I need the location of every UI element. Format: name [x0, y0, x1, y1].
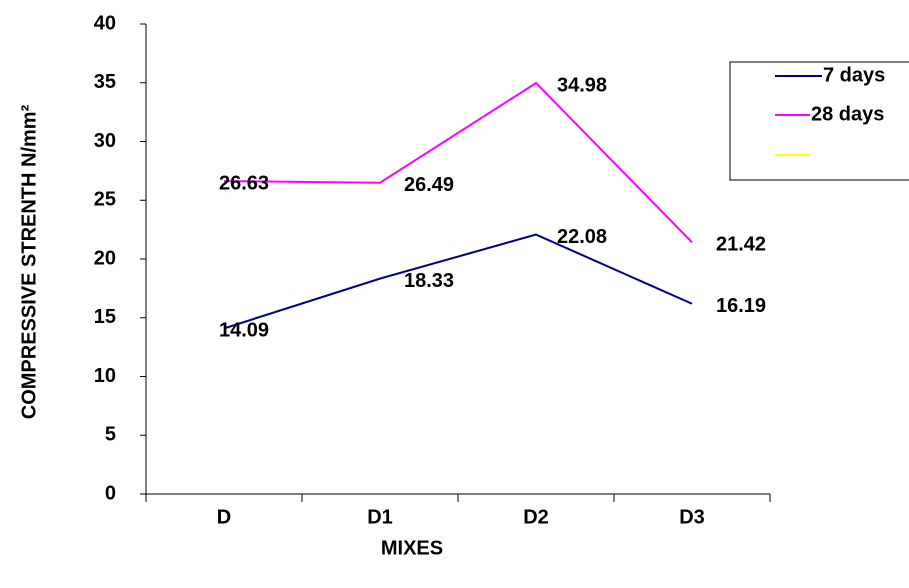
- x-tick-label: D2: [523, 506, 549, 528]
- legend-label: 7 days: [823, 64, 885, 86]
- data-label: 34.98: [557, 74, 607, 96]
- y-tick-label: 10: [94, 365, 116, 387]
- series-line: [223, 81, 693, 244]
- x-tick-label: D3: [679, 506, 705, 528]
- y-tick-label: 25: [94, 189, 116, 211]
- x-tick-label: D1: [367, 506, 393, 528]
- data-label: 26.49: [404, 174, 454, 196]
- data-label: 18.33: [404, 270, 454, 292]
- series-line: [223, 233, 693, 330]
- data-label: 26.63: [219, 172, 269, 194]
- y-tick-label: 15: [94, 306, 116, 328]
- data-label: 14.09: [219, 320, 269, 342]
- y-tick-label: 40: [94, 12, 116, 34]
- y-tick-label: 30: [94, 130, 116, 152]
- data-label: 16.19: [716, 295, 766, 317]
- legend-label: 28 days: [811, 103, 884, 125]
- data-label: 22.08: [557, 226, 607, 248]
- x-tick-label: D: [217, 506, 231, 528]
- y-tick-label: 5: [105, 424, 116, 446]
- y-tick-label: 35: [94, 71, 116, 93]
- data-label: 21.42: [716, 234, 766, 256]
- y-axis-title: COMPRESSIVE STRENTH N/mm²: [18, 104, 40, 419]
- y-tick-label: 20: [94, 247, 116, 269]
- x-axis-title: MIXES: [381, 537, 443, 559]
- y-tick-label: 0: [105, 482, 116, 504]
- legend-box: [729, 61, 909, 181]
